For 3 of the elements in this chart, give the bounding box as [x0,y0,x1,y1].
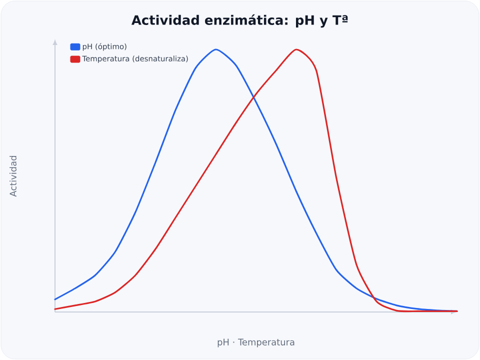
y-axis-title: Actividad [10,156,16,197]
x-axis-title: pH · Temperatura [218,338,294,348]
chart-title: Actividad enzimática: pH y Tª [131,14,348,28]
